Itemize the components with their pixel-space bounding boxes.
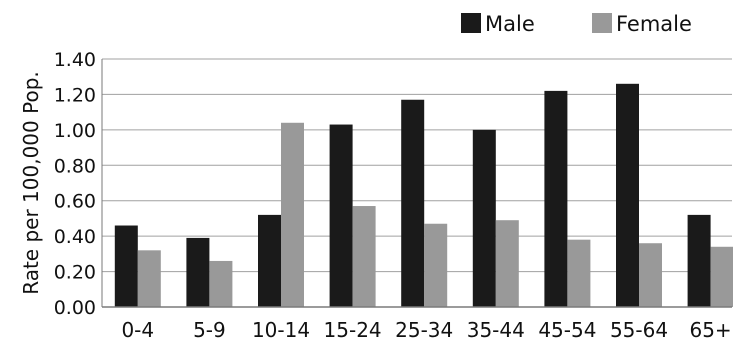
bar-female [352,206,376,307]
legend-label-male: Male [485,12,535,36]
bar-female [567,239,591,307]
bar-male [329,124,353,308]
x-tick-label: 0-4 [121,318,154,342]
y-tick-label: 0.80 [54,155,96,177]
bars [114,83,733,308]
x-tick-label: 25-34 [395,318,453,342]
bar-female [639,243,662,307]
y-axis-title: Rate per 100,000 Pop. [19,71,43,295]
x-tick-label: 10-14 [252,318,310,342]
x-tick-label: 55-64 [610,318,668,342]
bar-male [616,83,639,307]
y-tick-label: 1.40 [54,49,96,71]
bar-male [186,237,210,307]
bar-female [281,122,304,308]
x-tick-label: 5-9 [193,318,226,342]
bar-female [137,250,161,307]
y-tick-label: 1.00 [54,120,96,142]
bar-male [258,214,281,307]
x-tick-label: 65+ [689,318,731,342]
legend-label-female: Female [616,12,692,36]
bar-male [687,214,711,307]
bar-female [495,220,519,307]
bar-male [401,99,425,307]
y-tick-label: 0.20 [54,262,96,284]
x-tick-label: 35-44 [467,318,525,342]
x-tick-label: 15-24 [324,318,382,342]
bar-female [710,246,733,307]
axes: 0.00 0.20 0.40 0.60 0.80 1.00 1.20 1.40 0-4 5-9 10… [54,49,732,342]
x-tick-label: 45-54 [538,318,596,342]
legend-swatch-male [461,13,481,33]
bar-male [114,225,138,307]
legend-swatch-female [592,13,612,33]
bar-female [209,260,233,307]
y-tick-label: 0.40 [54,226,96,248]
y-tick-label: 1.20 [54,84,96,106]
bar-male [472,129,496,307]
legend: Male Female [461,12,692,36]
y-tick-label: 0.60 [54,191,96,213]
bar-female [424,223,448,307]
bar-male [544,90,568,307]
y-tick-label: 0.00 [54,297,96,319]
